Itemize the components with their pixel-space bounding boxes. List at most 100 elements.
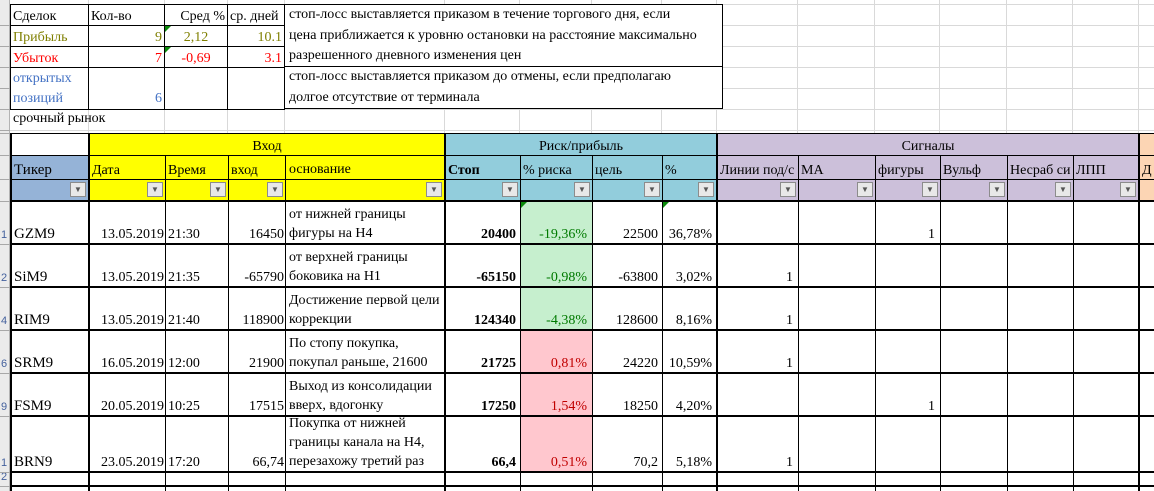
cell-reason[interactable]: Выход из консолидации вверх, вдогонку <box>286 374 446 415</box>
cell-d[interactable] <box>1140 374 1154 415</box>
cell-stop[interactable]: 20400 <box>446 202 521 243</box>
cell-signal-ma[interactable] <box>799 473 876 485</box>
column-header-d[interactable]: Д <box>1140 156 1154 179</box>
cell-d[interactable] <box>1140 473 1154 485</box>
cell-reason[interactable] <box>286 473 446 485</box>
cell-time[interactable]: 12:00 <box>166 331 229 372</box>
cell-entry[interactable]: 17515 <box>229 374 286 415</box>
filter-dropdown-button[interactable]: ▼ <box>780 182 796 197</box>
summary-open-avg-days[interactable] <box>228 68 285 110</box>
column-header-target-pct[interactable]: % <box>663 156 718 179</box>
row-number[interactable]: 2 <box>1 471 8 483</box>
cell-target[interactable]: 18250 <box>593 374 663 415</box>
cell-signal-wolfe[interactable] <box>941 202 1008 243</box>
cell-target-pct[interactable]: 5,18% <box>663 417 718 471</box>
cell-entry[interactable] <box>229 487 286 491</box>
cell-ticker[interactable]: GZM9 <box>12 202 90 243</box>
cell-signal-lines[interactable] <box>718 487 799 491</box>
cell-signal-lpp[interactable] <box>1074 473 1140 485</box>
summary-loss-label[interactable]: Убыток <box>11 47 89 68</box>
cell-reason[interactable] <box>286 487 446 491</box>
filter-dropdown-button[interactable]: ▼ <box>857 182 873 197</box>
cell-signal-figures[interactable] <box>876 417 941 471</box>
row-number[interactable]: 1 <box>1 457 8 469</box>
filter-dropdown-button[interactable]: ▼ <box>1055 182 1071 197</box>
filter-dropdown-button[interactable]: ▼ <box>147 182 163 197</box>
cell-signal-figures[interactable]: 1 <box>876 374 941 415</box>
summary-open-label[interactable]: открытых позиций <box>11 68 89 110</box>
summary-open-avg-pct[interactable] <box>165 68 228 110</box>
note-gtc-stoploss[interactable]: стоп-лосс выставляется приказом до отмен… <box>289 69 671 105</box>
filter-dropdown-button[interactable]: ▼ <box>70 182 86 197</box>
cell-ticker[interactable]: BRN9 <box>12 417 90 471</box>
cell-date[interactable] <box>90 473 166 485</box>
cell-target[interactable]: -63800 <box>593 245 663 286</box>
cell-risk-pct[interactable]: 1,54% <box>521 374 593 415</box>
cell-entry[interactable]: 21900 <box>229 331 286 372</box>
cell-signal-lines[interactable] <box>718 202 799 243</box>
cell-d[interactable] <box>1140 487 1154 491</box>
cell-signal-lines[interactable] <box>718 473 799 485</box>
cell-reason[interactable]: По стопу покупка, покупал раньше, 21600 <box>286 331 446 372</box>
cell-target-pct[interactable]: 3,02% <box>663 245 718 286</box>
cell-signal-failed[interactable] <box>1008 245 1074 286</box>
cell-signal-ma[interactable] <box>799 374 876 415</box>
cell-target-pct[interactable]: 8,16% <box>663 288 718 329</box>
cell-stop[interactable] <box>446 487 521 491</box>
cell-date[interactable]: 13.05.2019 <box>90 202 166 243</box>
note-intraday-stoploss[interactable]: стоп-лосс выставляется приказом в течени… <box>285 5 722 67</box>
cell-signal-lpp[interactable] <box>1074 331 1140 372</box>
cell-signal-failed[interactable] <box>1008 288 1074 329</box>
summary-header-avg-pct[interactable]: Сред % <box>165 5 228 26</box>
cell-time[interactable]: 10:25 <box>166 374 229 415</box>
cell-ticker[interactable]: SiM9 <box>12 245 90 286</box>
cell-reason[interactable]: от нижней границы фигуры на Н4 <box>286 202 446 243</box>
cell-entry[interactable]: 66,74 <box>229 417 286 471</box>
cell-signal-lines[interactable]: 1 <box>718 245 799 286</box>
cell-signal-lines[interactable]: 1 <box>718 288 799 329</box>
summary-header-deals[interactable]: Сделок <box>11 5 89 26</box>
row-number[interactable]: 6 <box>1 358 8 370</box>
cell-time[interactable] <box>166 473 229 485</box>
cell-d[interactable] <box>1140 202 1154 243</box>
cell-signal-lpp[interactable] <box>1074 487 1140 491</box>
row-number[interactable]: 1 <box>1 229 8 241</box>
cell-risk-pct[interactable]: 0,81% <box>521 331 593 372</box>
column-header-ticker[interactable]: Тикер <box>12 156 90 179</box>
cell-signal-lpp[interactable] <box>1074 374 1140 415</box>
cell-signal-figures[interactable] <box>876 245 941 286</box>
cell-signal-lines[interactable] <box>718 374 799 415</box>
cell-ticker[interactable]: SRM9 <box>12 331 90 372</box>
cell-target[interactable]: 22500 <box>593 202 663 243</box>
column-header-reason[interactable]: основание <box>286 156 446 179</box>
group-header-signals[interactable]: Сигналы <box>718 134 1140 155</box>
column-header-stop[interactable]: Стоп <box>446 156 521 179</box>
cell-reason[interactable]: от верхней границы боковика на Н1 <box>286 245 446 286</box>
row-number[interactable]: 2 <box>1 272 8 284</box>
cell-reason[interactable]: Достижение первой цели коррекции <box>286 288 446 329</box>
cell-stop[interactable]: 17250 <box>446 374 521 415</box>
cell-signal-failed[interactable] <box>1008 487 1074 491</box>
cell-date[interactable] <box>90 487 166 491</box>
cell-time[interactable]: 21:35 <box>166 245 229 286</box>
cell-signal-wolfe[interactable] <box>941 374 1008 415</box>
cell-date[interactable]: 20.05.2019 <box>90 374 166 415</box>
cell-date[interactable]: 23.05.2019 <box>90 417 166 471</box>
cell-signal-lpp[interactable] <box>1074 245 1140 286</box>
summary-profit-avg-pct[interactable]: 2,12 <box>165 26 228 47</box>
column-header-lpp[interactable]: ЛПП <box>1074 156 1140 179</box>
cell-stop[interactable]: -65150 <box>446 245 521 286</box>
filter-dropdown-button[interactable]: ▼ <box>574 182 590 197</box>
filter-dropdown-button[interactable]: ▼ <box>1120 182 1136 197</box>
cell-signal-lines[interactable]: 1 <box>718 417 799 471</box>
market-label[interactable]: срочный рынок <box>13 111 106 126</box>
cell-signal-wolfe[interactable] <box>941 245 1008 286</box>
cell-signal-failed[interactable] <box>1008 331 1074 372</box>
cell-signal-figures[interactable]: 1 <box>876 202 941 243</box>
summary-profit-count[interactable]: 9 <box>89 26 165 47</box>
cell-stop[interactable] <box>446 473 521 485</box>
cell-signal-ma[interactable] <box>799 202 876 243</box>
cell-signal-wolfe[interactable] <box>941 487 1008 491</box>
cell-target-pct[interactable] <box>663 487 718 491</box>
